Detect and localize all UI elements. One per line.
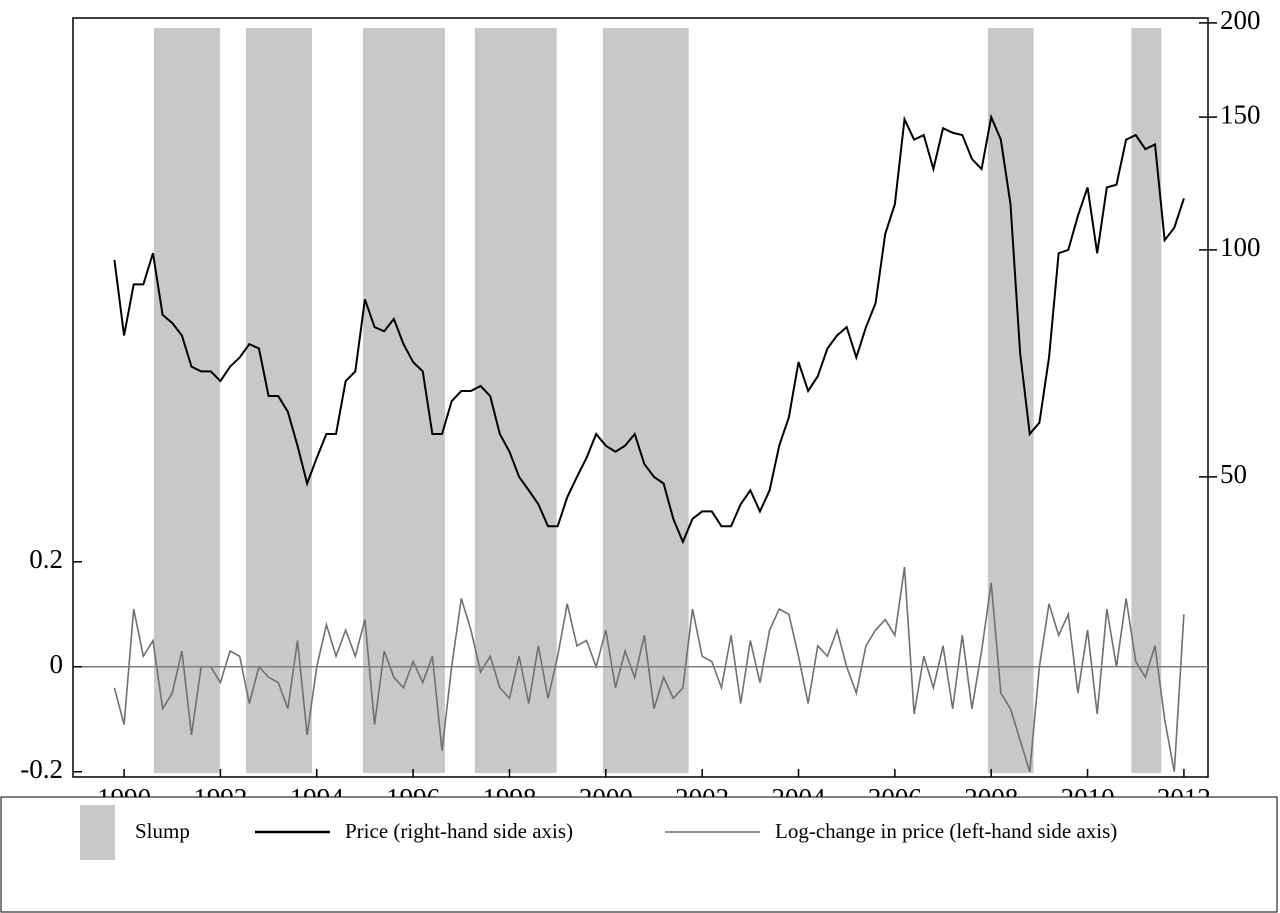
y-tick-label: -0.2 — [20, 754, 63, 784]
y-tick-label: 0.2 — [29, 544, 63, 574]
y2-tick-label: 100 — [1220, 232, 1261, 262]
legend-label: Price (right-hand side axis) — [345, 819, 573, 843]
legend-label: Log-change in price (left-hand side axis… — [775, 819, 1117, 843]
legend-swatch — [80, 805, 115, 860]
y2-tick-label: 200 — [1220, 5, 1261, 35]
legend-box — [0, 796, 1278, 913]
plot-frame — [72, 17, 1209, 778]
slump-band — [602, 28, 689, 773]
y-tick-label: 0 — [50, 649, 64, 679]
series-line — [113, 566, 1185, 772]
y2-tick-label: 50 — [1220, 459, 1247, 489]
legend-label: Slump — [135, 819, 190, 843]
slump-band — [153, 28, 220, 773]
slump-band — [474, 28, 557, 773]
series-line — [113, 113, 1185, 545]
slump-band — [245, 28, 312, 773]
slump-band — [363, 28, 445, 773]
y2-tick-label: 150 — [1220, 99, 1261, 129]
